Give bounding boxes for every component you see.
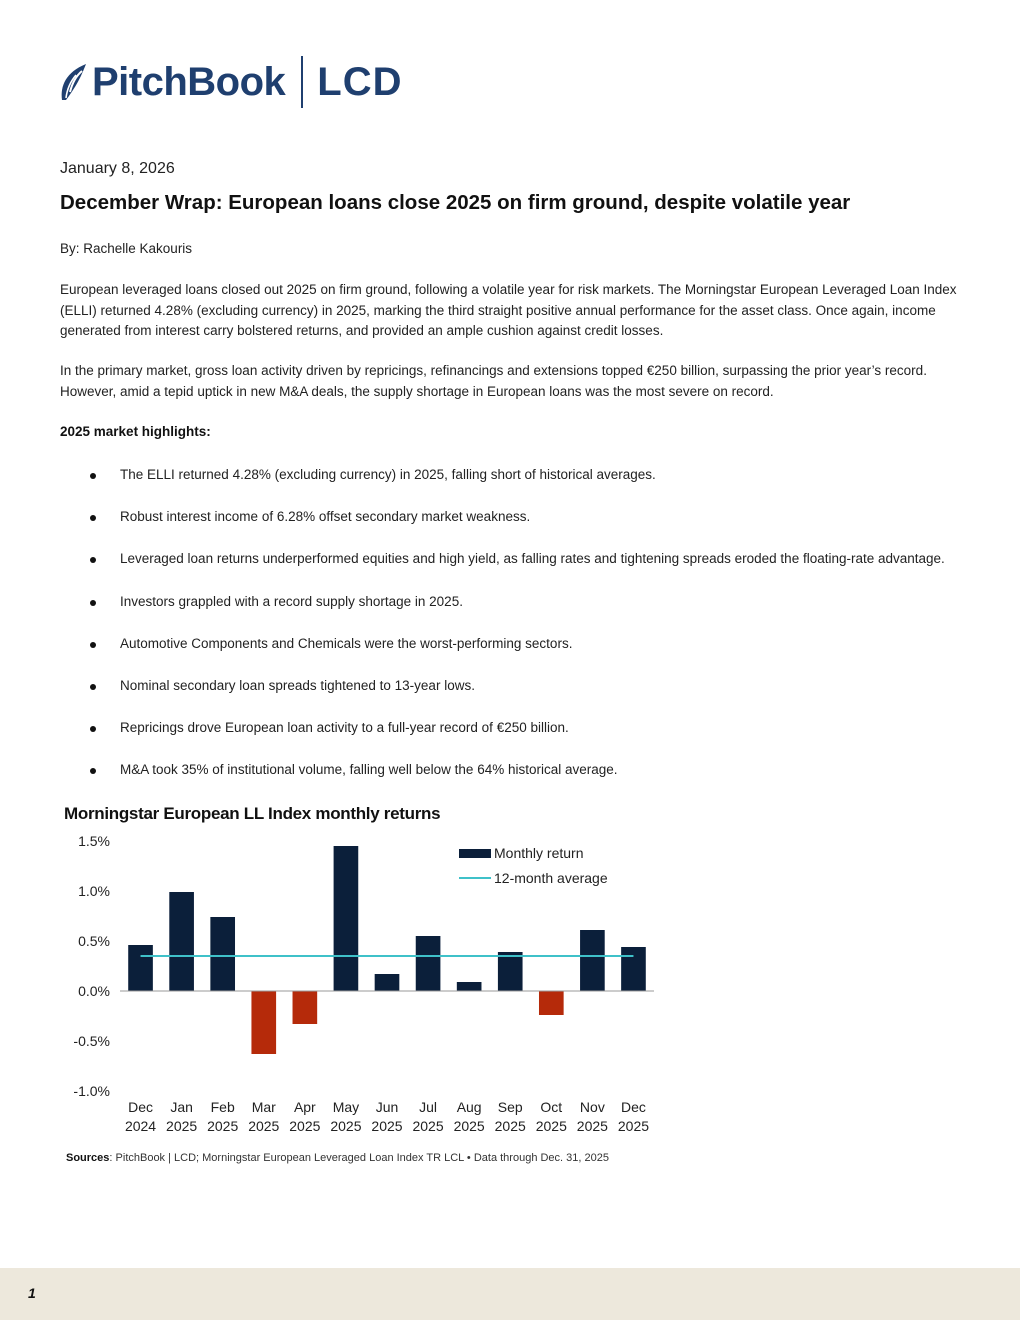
y-tick-label: -0.5%	[73, 1033, 110, 1049]
y-tick-label: 1.5%	[78, 833, 110, 849]
list-item-text: Automotive Components and Chemicals were…	[120, 636, 573, 651]
bar-monthly-return	[580, 930, 605, 991]
x-tick-label-year: 2025	[536, 1118, 567, 1134]
bar-monthly-return	[169, 892, 194, 991]
pitchbook-leaf-icon	[61, 64, 86, 100]
chart-sources: Sources: PitchBook | LCD; Morningstar Eu…	[66, 1152, 609, 1164]
bullet-dot-icon	[90, 557, 96, 563]
page-number: 1	[28, 1285, 36, 1301]
y-tick-label: 0.0%	[78, 983, 110, 999]
list-item-text: Nominal secondary loan spreads tightened…	[120, 678, 475, 693]
x-tick-label-year: 2025	[412, 1118, 443, 1134]
sources-text: : PitchBook | LCD; Morningstar European …	[109, 1152, 609, 1164]
bullet-dot-icon	[90, 642, 96, 648]
x-tick-label-month: Jul	[419, 1099, 437, 1115]
legend-label-average: 12-month average	[494, 870, 608, 886]
bar-monthly-return	[497, 952, 523, 991]
article-title: December Wrap: European loans close 2025…	[60, 191, 851, 214]
list-item-text: The ELLI returned 4.28% (excluding curre…	[120, 467, 656, 482]
bullet-dot-icon	[90, 684, 96, 690]
bar-monthly-return	[621, 947, 646, 991]
x-tick-label-month: Oct	[540, 1099, 562, 1115]
x-tick-label-month: May	[333, 1099, 359, 1115]
x-tick-label-month: Feb	[211, 1099, 235, 1115]
monthly-returns-bar-chart: 1.5% 1.0% 0.5% 0.0% -0.5% -1.0% Dec 2024 Jan 2025…	[73, 833, 654, 1134]
bar-monthly-return	[292, 991, 318, 1024]
bar-monthly-return	[415, 936, 441, 991]
paragraph-primary-market: In the primary market, gross loan activi…	[60, 363, 927, 399]
brand-name: PitchBook	[92, 59, 286, 104]
y-tick-label: -1.0%	[73, 1083, 110, 1099]
x-tick-label-year: 2025	[330, 1118, 361, 1134]
x-tick-label-month: Apr	[294, 1099, 316, 1115]
bullet-dot-icon	[90, 473, 96, 479]
list-item-text: M&A took 35% of institutional volume, fa…	[120, 762, 618, 777]
x-tick-label-month: Mar	[252, 1099, 276, 1115]
x-tick-label-year: 2025	[289, 1118, 320, 1134]
bullet-dot-icon	[90, 515, 96, 521]
highlights-heading: 2025 market highlights:	[60, 424, 211, 439]
x-tick-label-year: 2025	[495, 1118, 526, 1134]
x-tick-label-month: Sep	[498, 1099, 523, 1115]
pitchbook-lcd-logo: PitchBook LCD	[56, 54, 403, 110]
list-item-text: Repricings drove European loan activity …	[120, 720, 569, 735]
x-tick-label-year: 2025	[371, 1118, 402, 1134]
bar-monthly-return	[333, 846, 359, 991]
x-tick-label-year: 2025	[454, 1118, 485, 1134]
list-item-text: Robust interest income of 6.28% offset s…	[120, 509, 531, 524]
bar-monthly-return	[251, 991, 277, 1054]
y-tick-label: 0.5%	[78, 933, 110, 949]
legend-label-monthly-return: Monthly return	[494, 845, 583, 861]
bullet-dot-icon	[90, 600, 96, 606]
x-tick-label-year: 2024	[125, 1118, 156, 1134]
paragraph-intro: European leveraged loans closed out 2025…	[60, 282, 957, 338]
bar-monthly-return	[128, 945, 153, 991]
list-item-text: Leveraged loan returns underperformed eq…	[120, 551, 945, 566]
article-date: January 8, 2026	[60, 160, 175, 177]
page-footer: 1	[0, 1268, 1020, 1320]
x-tick-label-month: Nov	[580, 1099, 605, 1115]
x-tick-label-year: 2025	[248, 1118, 279, 1134]
x-tick-label-year: 2025	[166, 1118, 197, 1134]
bar-monthly-return	[456, 982, 482, 991]
x-tick-label-year: 2025	[618, 1118, 649, 1134]
y-tick-label: 1.0%	[78, 883, 110, 899]
x-tick-label-month: Aug	[457, 1099, 482, 1115]
chart-title: Morningstar European LL Index monthly re…	[64, 804, 441, 823]
x-tick-label-year: 2025	[207, 1118, 238, 1134]
bullet-dot-icon	[90, 726, 96, 732]
sources-label: Sources	[66, 1152, 110, 1164]
product-name: LCD	[317, 59, 403, 104]
bar-monthly-return	[538, 991, 564, 1015]
x-tick-label-month: Dec	[128, 1099, 153, 1115]
x-tick-label-month: Jun	[376, 1099, 399, 1115]
article-byline: By: Rachelle Kakouris	[60, 241, 193, 256]
legend-swatch-monthly-return	[459, 849, 491, 858]
x-tick-label-month: Dec	[621, 1099, 646, 1115]
x-tick-label-month: Jan	[170, 1099, 193, 1115]
bar-monthly-return	[210, 917, 236, 991]
logo-divider	[301, 56, 304, 108]
x-tick-label-year: 2025	[577, 1118, 608, 1134]
bullet-dot-icon	[90, 768, 96, 774]
bar-monthly-return	[374, 974, 400, 991]
list-item-text: Investors grappled with a record supply …	[120, 594, 463, 609]
